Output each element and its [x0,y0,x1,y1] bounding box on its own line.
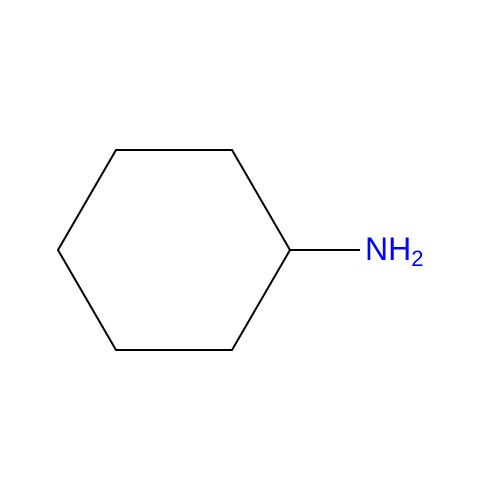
molecule-diagram: NH2 [0,0,500,500]
cyclohexane-ring [58,150,290,350]
atom-main-text: NH [365,231,411,267]
atom-subscript-text: 2 [411,246,423,271]
amine-group-label: NH2 [365,231,423,271]
hexagon-ring [58,150,290,350]
